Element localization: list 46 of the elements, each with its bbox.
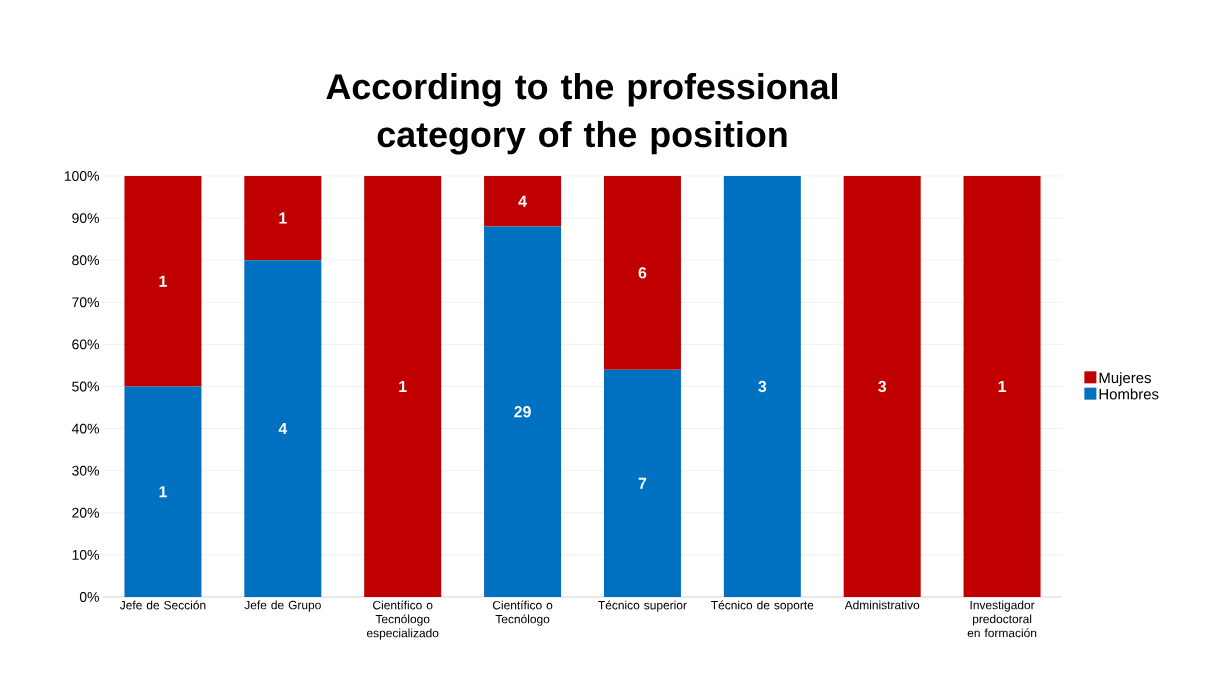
bar xyxy=(963,175,1041,597)
y-tick-label: 70% xyxy=(72,297,99,308)
annotation: 1 xyxy=(998,381,1007,392)
bar xyxy=(364,175,442,597)
y-tick-label: 10% xyxy=(72,549,99,560)
annotation: 4 xyxy=(278,423,288,435)
legend-label: Hombres xyxy=(1099,388,1159,400)
y-tick-label: 80% xyxy=(72,255,99,266)
x-tick-label: Investigador predoctoral en formación xyxy=(967,600,1037,638)
annotation: 6 xyxy=(638,267,647,279)
y-tick-label: 30% xyxy=(72,465,99,476)
bar xyxy=(244,260,322,597)
x-tick-label: Técnico de soporte xyxy=(711,600,814,612)
bar xyxy=(484,175,562,227)
chart-title: According to the professional category of the position xyxy=(326,73,837,155)
bar xyxy=(723,175,801,597)
annotation: 1 xyxy=(279,212,287,224)
annotation: 7 xyxy=(638,477,647,489)
bar xyxy=(244,175,322,261)
annotation: 3 xyxy=(758,380,767,393)
x-tick-label: Científico o Tecnólogo especializado xyxy=(366,600,439,640)
y-tick-label: 20% xyxy=(72,507,99,518)
annotation: 3 xyxy=(878,380,887,393)
x-tick-label: Jefe de Grupo xyxy=(244,600,321,612)
annotation: 1 xyxy=(159,275,167,287)
x-tick-label: Administrativo xyxy=(844,600,920,610)
bar xyxy=(603,369,681,597)
y-tick-label: 90% xyxy=(72,213,99,224)
annotation: 1 xyxy=(159,486,167,498)
bar xyxy=(484,226,562,597)
y-tick-label: 0% xyxy=(79,592,99,602)
legend-label: Mujeres xyxy=(1099,372,1151,387)
bar xyxy=(124,386,202,597)
y-tick-label: 50% xyxy=(72,381,99,392)
annotation: 29 xyxy=(514,406,531,418)
bar xyxy=(603,175,681,370)
y-tick-label: 60% xyxy=(72,339,99,350)
y-tick-label: 100% xyxy=(64,171,99,181)
x-tick-label: Científico o Tecnólogo xyxy=(492,600,553,626)
x-tick-label: Jefe de Sección xyxy=(119,600,206,610)
x-tick-label: Técnico superior xyxy=(598,600,687,612)
bar xyxy=(843,175,921,597)
y-tick-label: 40% xyxy=(71,423,99,434)
bar xyxy=(124,175,202,387)
annotation: 1 xyxy=(399,381,407,392)
annotation: 4 xyxy=(518,195,527,207)
